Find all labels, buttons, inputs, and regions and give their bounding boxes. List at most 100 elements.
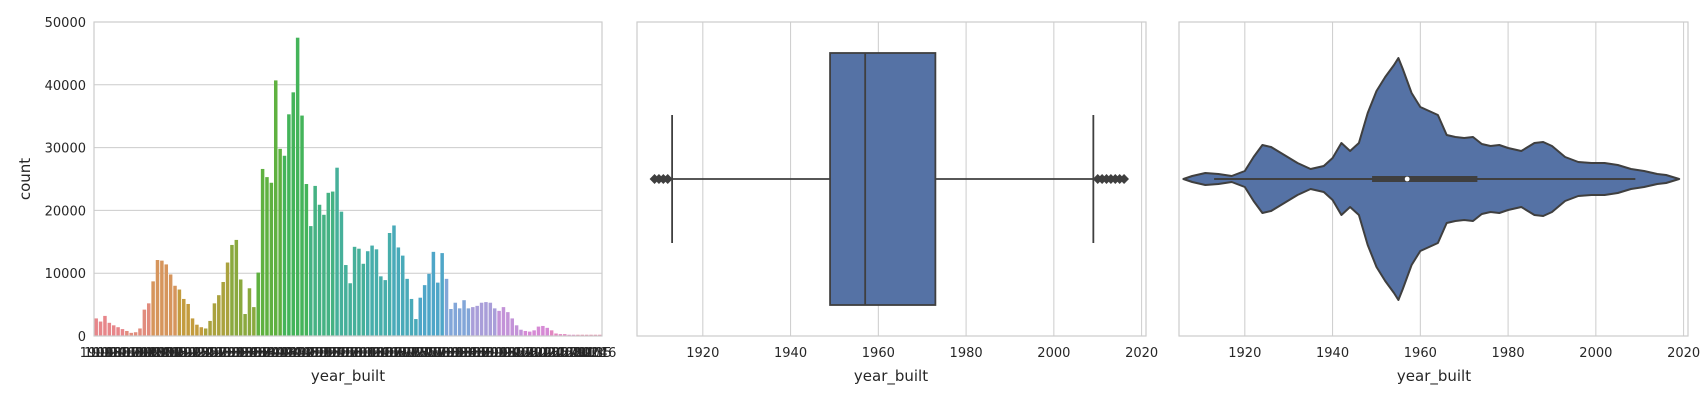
count-bar (129, 332, 133, 336)
count-bar (326, 192, 331, 336)
box-outlier-point (1119, 174, 1130, 184)
count-x-tick-label: 1950 (294, 346, 327, 361)
count-x-tick-label: 1957 (325, 346, 358, 361)
count-x-tick-label: 2013 (570, 346, 603, 361)
count-bar (598, 334, 602, 336)
count-x-tick-label: 2007 (544, 346, 577, 361)
count-bar (238, 279, 243, 336)
count-x-tick-label: 1925 (185, 346, 218, 361)
count-x-tick-label: 1923 (176, 346, 209, 361)
count-x-tick-label: 1969 (377, 346, 410, 361)
count-x-tick-label: 2010 (557, 346, 590, 361)
count-bar (457, 308, 462, 336)
count-x-tick-label: 1980 (426, 346, 459, 361)
count-bar (431, 251, 436, 336)
count-x-tick-label: 1908 (110, 346, 143, 361)
count-x-tick-label: 2006 (539, 346, 572, 361)
count-bar (217, 295, 221, 336)
count-bar (436, 282, 440, 336)
count-x-tick-label: 1991 (474, 346, 507, 361)
count-bar (396, 247, 401, 336)
count-bar (212, 303, 217, 336)
count-bar (506, 312, 510, 336)
count-bar (247, 288, 252, 336)
count-x-tick-label: 1955 (316, 346, 349, 361)
count-bar (173, 285, 177, 336)
count-x-tick-label: 1984 (443, 346, 476, 361)
count-x-tick-label: 1959 (334, 346, 367, 361)
count-bar (492, 308, 497, 336)
count-bar (186, 303, 190, 336)
box-x-tick-label: 1960 (862, 346, 895, 361)
count-bar (190, 318, 195, 336)
count-plot-y-tick-labels: 0 10000 20000 30000 40000 50000 (45, 16, 86, 345)
count-x-tick-label: 1964 (356, 346, 389, 361)
count-bar (357, 248, 361, 336)
count-plot-x-axis-label: year_built (311, 367, 385, 386)
count-y-tick-label: 50000 (45, 16, 86, 31)
box-x-tick-label: 2020 (1125, 346, 1158, 361)
count-bar (160, 260, 164, 336)
count-bar (125, 330, 129, 336)
count-bar (532, 330, 536, 336)
count-bar (287, 114, 291, 336)
count-bar (273, 80, 278, 337)
count-bar (269, 182, 274, 336)
box-iqr (829, 52, 937, 306)
count-bar (466, 308, 471, 336)
count-bar (471, 307, 475, 336)
violin-x-tick-label: 1960 (1404, 346, 1437, 361)
count-bar (278, 148, 282, 336)
count-bar (571, 334, 576, 336)
count-x-tick-label: 1976 (408, 346, 441, 361)
count-x-tick-label: 1967 (369, 346, 402, 361)
count-x-tick-label: 1905 (97, 346, 130, 361)
count-x-tick-label: 1989 (465, 346, 498, 361)
count-x-tick-label: 2014 (575, 346, 608, 361)
count-y-tick-label: 30000 (45, 142, 86, 157)
count-bar (317, 204, 322, 336)
violin-plot-frame (1178, 21, 1689, 337)
count-bar (256, 272, 260, 336)
count-bar (221, 281, 225, 336)
count-bar (374, 249, 379, 336)
violin-iqr-bar (1372, 176, 1478, 182)
count-x-tick-label: 1914 (137, 346, 170, 361)
count-bar (370, 245, 374, 336)
count-bar (151, 281, 155, 336)
count-x-tick-label: 1916 (145, 346, 178, 361)
violin-x-tick-label: 2000 (1579, 346, 1612, 361)
count-x-tick-label: 2011 (561, 346, 594, 361)
count-bar (203, 328, 208, 336)
count-bar (120, 329, 125, 336)
count-x-tick-label: 1963 (351, 346, 384, 361)
count-bar (440, 253, 444, 336)
count-bar (545, 327, 550, 336)
count-bar (94, 318, 98, 336)
count-bar (514, 325, 519, 336)
count-x-tick-label: 1918 (154, 346, 187, 361)
count-x-tick-label: 1943 (264, 346, 297, 361)
count-x-tick-label: 1906 (102, 346, 135, 361)
count-bar (107, 322, 112, 336)
count-bar (563, 334, 567, 336)
count-x-tick-label: 1995 (491, 346, 524, 361)
count-bar (234, 239, 239, 336)
count-bar (584, 334, 589, 336)
count-bar (536, 326, 541, 336)
count-bar (111, 325, 116, 336)
count-bar (103, 315, 107, 336)
count-bar (427, 273, 431, 336)
count-x-tick-label: 1934 (224, 346, 257, 361)
count-x-tick-label: 2016 (583, 346, 616, 361)
count-bar (339, 211, 344, 336)
count-x-tick-label: 1992 (478, 346, 511, 361)
count-bar (593, 334, 598, 336)
count-bar (295, 37, 300, 336)
count-x-tick-label: 1977 (412, 346, 445, 361)
violin-plot-x-axis-label: year_built (1397, 367, 1471, 386)
count-x-tick-label: 1909 (115, 346, 148, 361)
count-bar (146, 303, 151, 336)
